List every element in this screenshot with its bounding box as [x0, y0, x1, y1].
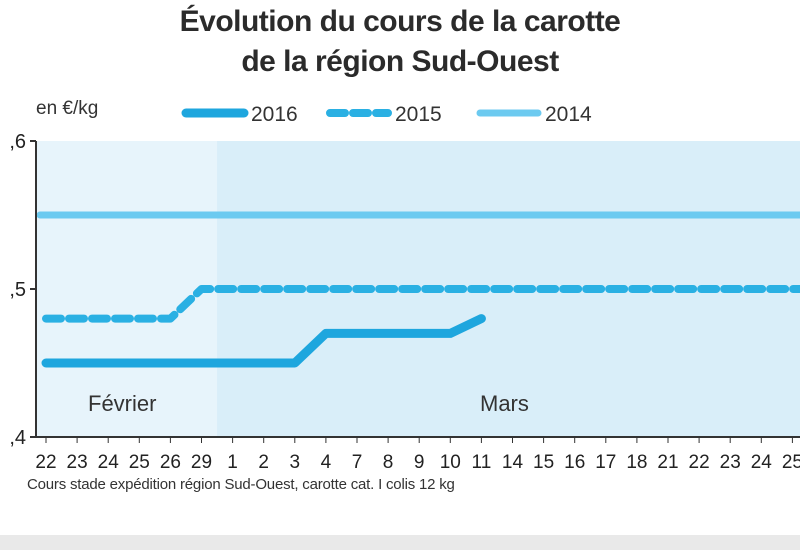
x-tick-labels: 22 23 24 25 26 29 1 2 3 4 7 8 9 10 11 14 15 16 17 18 21 22 23 2… — [35, 452, 800, 473]
y-tick-labels: ,4 ,5 ,6 — [9, 131, 26, 449]
x-tick-label: 22 — [35, 452, 56, 473]
y-tick-label: ,5 — [9, 279, 26, 301]
series-line-2016 — [41, 314, 486, 368]
chart-title-line-1: Évolution du cours de la carotte — [179, 5, 621, 38]
legend-label-2015: 2015 — [395, 103, 442, 126]
x-tick-label: 7 — [352, 452, 363, 473]
series-lines — [36, 211, 800, 368]
axes — [30, 140, 800, 443]
x-tick-label: 24 — [98, 452, 120, 473]
x-tick-label: 8 — [383, 452, 394, 473]
plot-bg-february — [36, 141, 218, 437]
y-tick-label: ,4 — [9, 427, 26, 449]
series-line-2015 — [42, 285, 800, 323]
y-tick-label: ,6 — [9, 131, 26, 153]
x-tick-label: 9 — [414, 452, 425, 473]
x-tick-label: 3 — [290, 452, 301, 473]
x-tick-label: 2 — [258, 452, 269, 473]
x-tick-label: 29 — [191, 452, 212, 473]
bottom-band — [0, 535, 800, 550]
month-label-march: Mars — [480, 391, 529, 416]
x-tick-label: 23 — [67, 452, 88, 473]
x-tick-label: 16 — [564, 452, 585, 473]
x-tick-label: 11 — [472, 452, 492, 473]
x-tick-label: 14 — [502, 452, 524, 473]
line-chart: 2016 2015 2014 22 23 24 25 26 29 1 2 3 4 7 8 9 10 11 14 15… — [9, 103, 800, 473]
x-tick-label: 22 — [689, 452, 710, 473]
chart-footnote: Cours stade expédition région Sud-Ouest,… — [27, 476, 455, 493]
x-tick-label: 25 — [782, 452, 800, 473]
month-label-february: Février — [88, 391, 156, 416]
x-tick-label: 1 — [227, 452, 238, 473]
y-axis-unit-label: en €/kg — [36, 98, 99, 119]
x-tick-label: 17 — [595, 452, 616, 473]
x-tick-label: 26 — [160, 452, 181, 473]
chart-title: Évolution du cours de la carotte de la r… — [0, 2, 800, 82]
chart-title-line-2: de la région Sud-Ouest — [241, 45, 559, 78]
x-tick-label: 21 — [657, 452, 678, 473]
x-tick-label: 23 — [720, 452, 741, 473]
x-tick-label: 15 — [533, 452, 554, 473]
legend: 2016 2015 2014 — [181, 103, 592, 126]
month-labels: Février Mars — [88, 391, 529, 416]
legend-label-2016: 2016 — [251, 103, 298, 126]
x-tick-label: 18 — [626, 452, 647, 473]
x-tick-label: 25 — [129, 452, 150, 473]
x-tick-label: 10 — [440, 452, 461, 473]
x-tick-label: 24 — [751, 452, 773, 473]
x-tick-label: 4 — [321, 452, 332, 473]
legend-label-2014: 2014 — [545, 103, 592, 126]
